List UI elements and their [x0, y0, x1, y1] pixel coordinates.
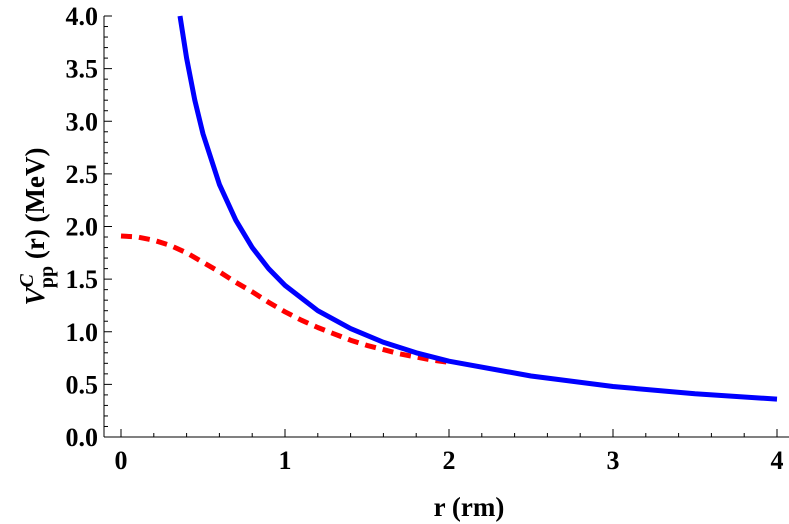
- y-tick-label: 0.5: [66, 370, 99, 399]
- y-axis-title-subscript: pp: [36, 266, 58, 288]
- series-line-dashed: [120, 233, 450, 365]
- x-axis-title: r (rm): [434, 492, 505, 522]
- series-line-solid: [177, 15, 778, 402]
- y-tick-label: 1.0: [66, 318, 99, 347]
- x-tick-label: 4: [771, 446, 784, 475]
- y-tick-label: 3.0: [66, 107, 99, 136]
- x-tick-label: 3: [607, 446, 620, 475]
- y-tick-label: 0.0: [66, 423, 99, 452]
- y-tick-label: 2.0: [66, 213, 99, 242]
- ticks: 0.0 0.5 1.0 1.5 2.0 2.5 3.0 3.5 4.0 0 1 2 3 4: [66, 2, 784, 475]
- series-layer: [120, 15, 778, 402]
- y-axis-title-main: V: [20, 286, 50, 306]
- y-tick-label: 1.5: [66, 265, 99, 294]
- y-tick-label: 3.5: [66, 55, 99, 84]
- y-tick-label: 4.0: [66, 2, 99, 31]
- y-axis-title-superscript: C: [16, 274, 38, 288]
- y-tick-label: 2.5: [66, 160, 99, 189]
- y-axis-title-rest: (r) (MeV): [20, 147, 50, 265]
- plot-frame: [103, 16, 789, 438]
- y-axis-title: VCpp (r) (MeV): [16, 147, 58, 305]
- x-tick-label: 0: [115, 446, 128, 475]
- x-tick-label: 2: [443, 446, 456, 475]
- x-tick-label: 1: [279, 446, 292, 475]
